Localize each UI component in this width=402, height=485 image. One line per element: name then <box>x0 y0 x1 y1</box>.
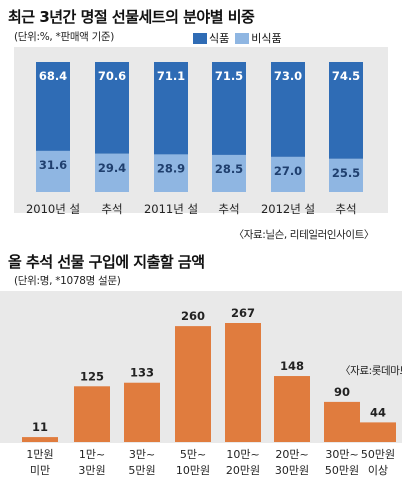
bar-spend-7 <box>360 422 396 442</box>
bar-spend-1 <box>74 386 110 442</box>
bar-spend-2 <box>124 382 160 442</box>
label-spend-5: 148 <box>280 359 304 373</box>
label-spend-2: 133 <box>130 366 154 380</box>
category-label-spend-4-line1: 10만~ <box>226 448 259 461</box>
category-label-0: 2010년 설 <box>26 202 80 216</box>
bar-nonfood-3 <box>212 154 246 192</box>
bar-food-2 <box>154 62 188 155</box>
chart1-legend: 식품 비식품 <box>193 30 282 46</box>
category-label-spend-1-line1: 1만~ <box>79 448 105 461</box>
category-label-spend-6-line2: 50만원 <box>325 464 359 477</box>
chart1-source: 〈자료:닐슨, 리테일러인사이트〉 <box>233 229 375 241</box>
label-nonfood-5: 25.5 <box>332 166 360 180</box>
label-spend-1: 125 <box>80 369 104 383</box>
label-nonfood-0: 31.6 <box>39 158 67 172</box>
bar-spend-3 <box>175 326 211 442</box>
category-label-spend-5-line1: 20만~ <box>275 448 308 461</box>
label-food-4: 73.0 <box>274 69 302 83</box>
bar-food-0 <box>36 62 70 151</box>
category-label-4: 2012년 설 <box>261 202 315 216</box>
chart2-source: 〈자료:롯데마트〉 <box>340 365 402 377</box>
bar-nonfood-4 <box>271 156 305 192</box>
label-spend-0: 11 <box>32 420 48 434</box>
bar-food-1 <box>95 62 129 154</box>
legend-swatch-nonfood <box>235 32 250 44</box>
legend-swatch-food <box>193 32 207 44</box>
category-label-spend-7-line2: 이상 <box>368 464 388 477</box>
bar-spend-0 <box>22 437 58 442</box>
label-food-2: 71.1 <box>157 69 185 83</box>
chart1-plot-background <box>14 47 388 213</box>
label-nonfood-2: 28.9 <box>157 161 185 175</box>
category-label-spend-5-line2: 30만원 <box>275 464 309 477</box>
label-spend-6: 90 <box>334 385 350 399</box>
bar-spend-5 <box>274 376 310 442</box>
category-label-spend-4-line2: 20만원 <box>226 464 260 477</box>
category-label-spend-1-line2: 3만원 <box>78 464 105 477</box>
label-food-3: 71.5 <box>215 69 243 83</box>
category-label-spend-2-line2: 5만원 <box>128 464 155 477</box>
category-label-5: 추석 <box>335 202 356 216</box>
chart2-title: 올 추석 선물 구입에 지출할 금액 <box>8 253 205 271</box>
label-nonfood-3: 28.5 <box>215 162 243 176</box>
bar-food-5 <box>329 62 363 159</box>
category-label-spend-0-line1: 1만원 <box>26 448 53 461</box>
label-nonfood-1: 29.4 <box>98 161 126 175</box>
category-label-spend-3-line1: 5만~ <box>180 448 206 461</box>
label-spend-3: 260 <box>181 309 205 323</box>
chart1-title: 최근 3년간 명절 선물세트의 분야별 비중 <box>8 8 255 26</box>
label-spend-4: 267 <box>231 306 255 320</box>
bar-spend-4 <box>225 323 261 442</box>
category-label-spend-6-line1: 30만~ <box>325 448 358 461</box>
category-label-3: 추석 <box>218 202 239 216</box>
label-nonfood-4: 27.0 <box>274 164 302 178</box>
category-label-spend-3-line2: 10만원 <box>176 464 210 477</box>
bar-spend-6 <box>324 401 360 442</box>
category-label-spend-0-line2: 미만 <box>30 464 50 477</box>
legend-label-nonfood: 비식품 <box>251 32 282 45</box>
bar-nonfood-1 <box>95 153 129 192</box>
category-label-2: 2011년 설 <box>144 202 198 216</box>
chart2-unit-note: (단위:명, *1078명 설문) <box>14 275 121 287</box>
label-food-0: 68.4 <box>39 69 67 83</box>
bar-nonfood-5 <box>329 158 363 192</box>
label-spend-7: 44 <box>370 405 386 419</box>
bar-nonfood-2 <box>154 154 188 192</box>
bar-food-4 <box>271 62 305 157</box>
label-food-1: 70.6 <box>98 69 126 83</box>
legend-label-food: 식품 <box>209 32 230 45</box>
bar-nonfood-0 <box>36 150 70 192</box>
category-label-spend-7-line1: 50만원 <box>361 448 395 461</box>
category-label-spend-2-line1: 3만~ <box>129 448 155 461</box>
label-food-5: 74.5 <box>332 69 360 83</box>
chart1-unit-note: (단위:%, *판매액 기준) <box>14 31 115 43</box>
category-label-1: 추석 <box>101 202 122 216</box>
bar-food-3 <box>212 62 246 155</box>
